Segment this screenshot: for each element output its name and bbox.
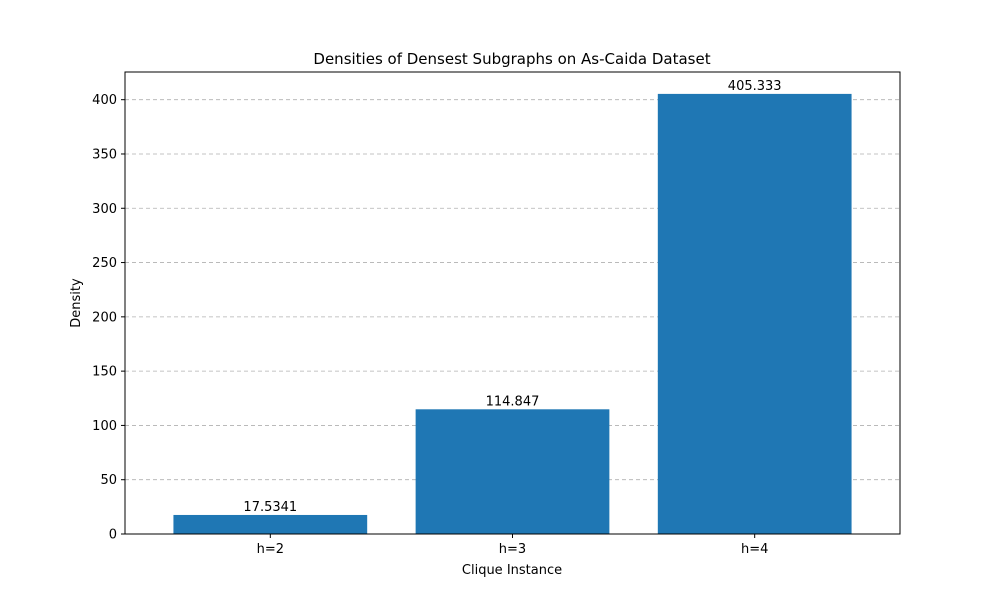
- data-label: 405.333: [728, 79, 782, 94]
- y-tick-label: 0: [109, 528, 117, 543]
- x-tick-label: h=3: [499, 542, 526, 557]
- y-tick-label: 100: [92, 419, 117, 434]
- bar-h=3: [415, 409, 610, 534]
- y-axis-label: Density: [69, 278, 84, 328]
- x-tick-label: h=4: [741, 542, 768, 557]
- y-tick-label: 150: [92, 365, 117, 380]
- y-tick-label: 300: [92, 202, 117, 217]
- y-tick-label: 50: [100, 473, 117, 488]
- bars: 17.5341 114.847 405.333: [173, 79, 852, 534]
- x-axis-label: Clique Instance: [462, 563, 562, 578]
- x-axis-ticks: h=2 h=3 h=4: [257, 534, 768, 557]
- y-tick-label: 400: [92, 93, 117, 108]
- data-label: 17.5341: [243, 500, 297, 515]
- y-tick-label: 250: [92, 256, 117, 271]
- y-tick-label: 350: [92, 147, 117, 162]
- data-label: 114.847: [486, 394, 540, 409]
- x-tick-label: h=2: [257, 542, 284, 557]
- bar-h=4: [657, 93, 852, 534]
- chart-title: Densities of Densest Subgraphs on As-Cai…: [313, 50, 710, 68]
- gridlines: [125, 99, 900, 481]
- y-tick-label: 200: [92, 310, 117, 325]
- bar-h=2: [173, 514, 368, 534]
- y-axis-ticks: 0 50 100 150 200 250 300 350 400: [92, 93, 125, 543]
